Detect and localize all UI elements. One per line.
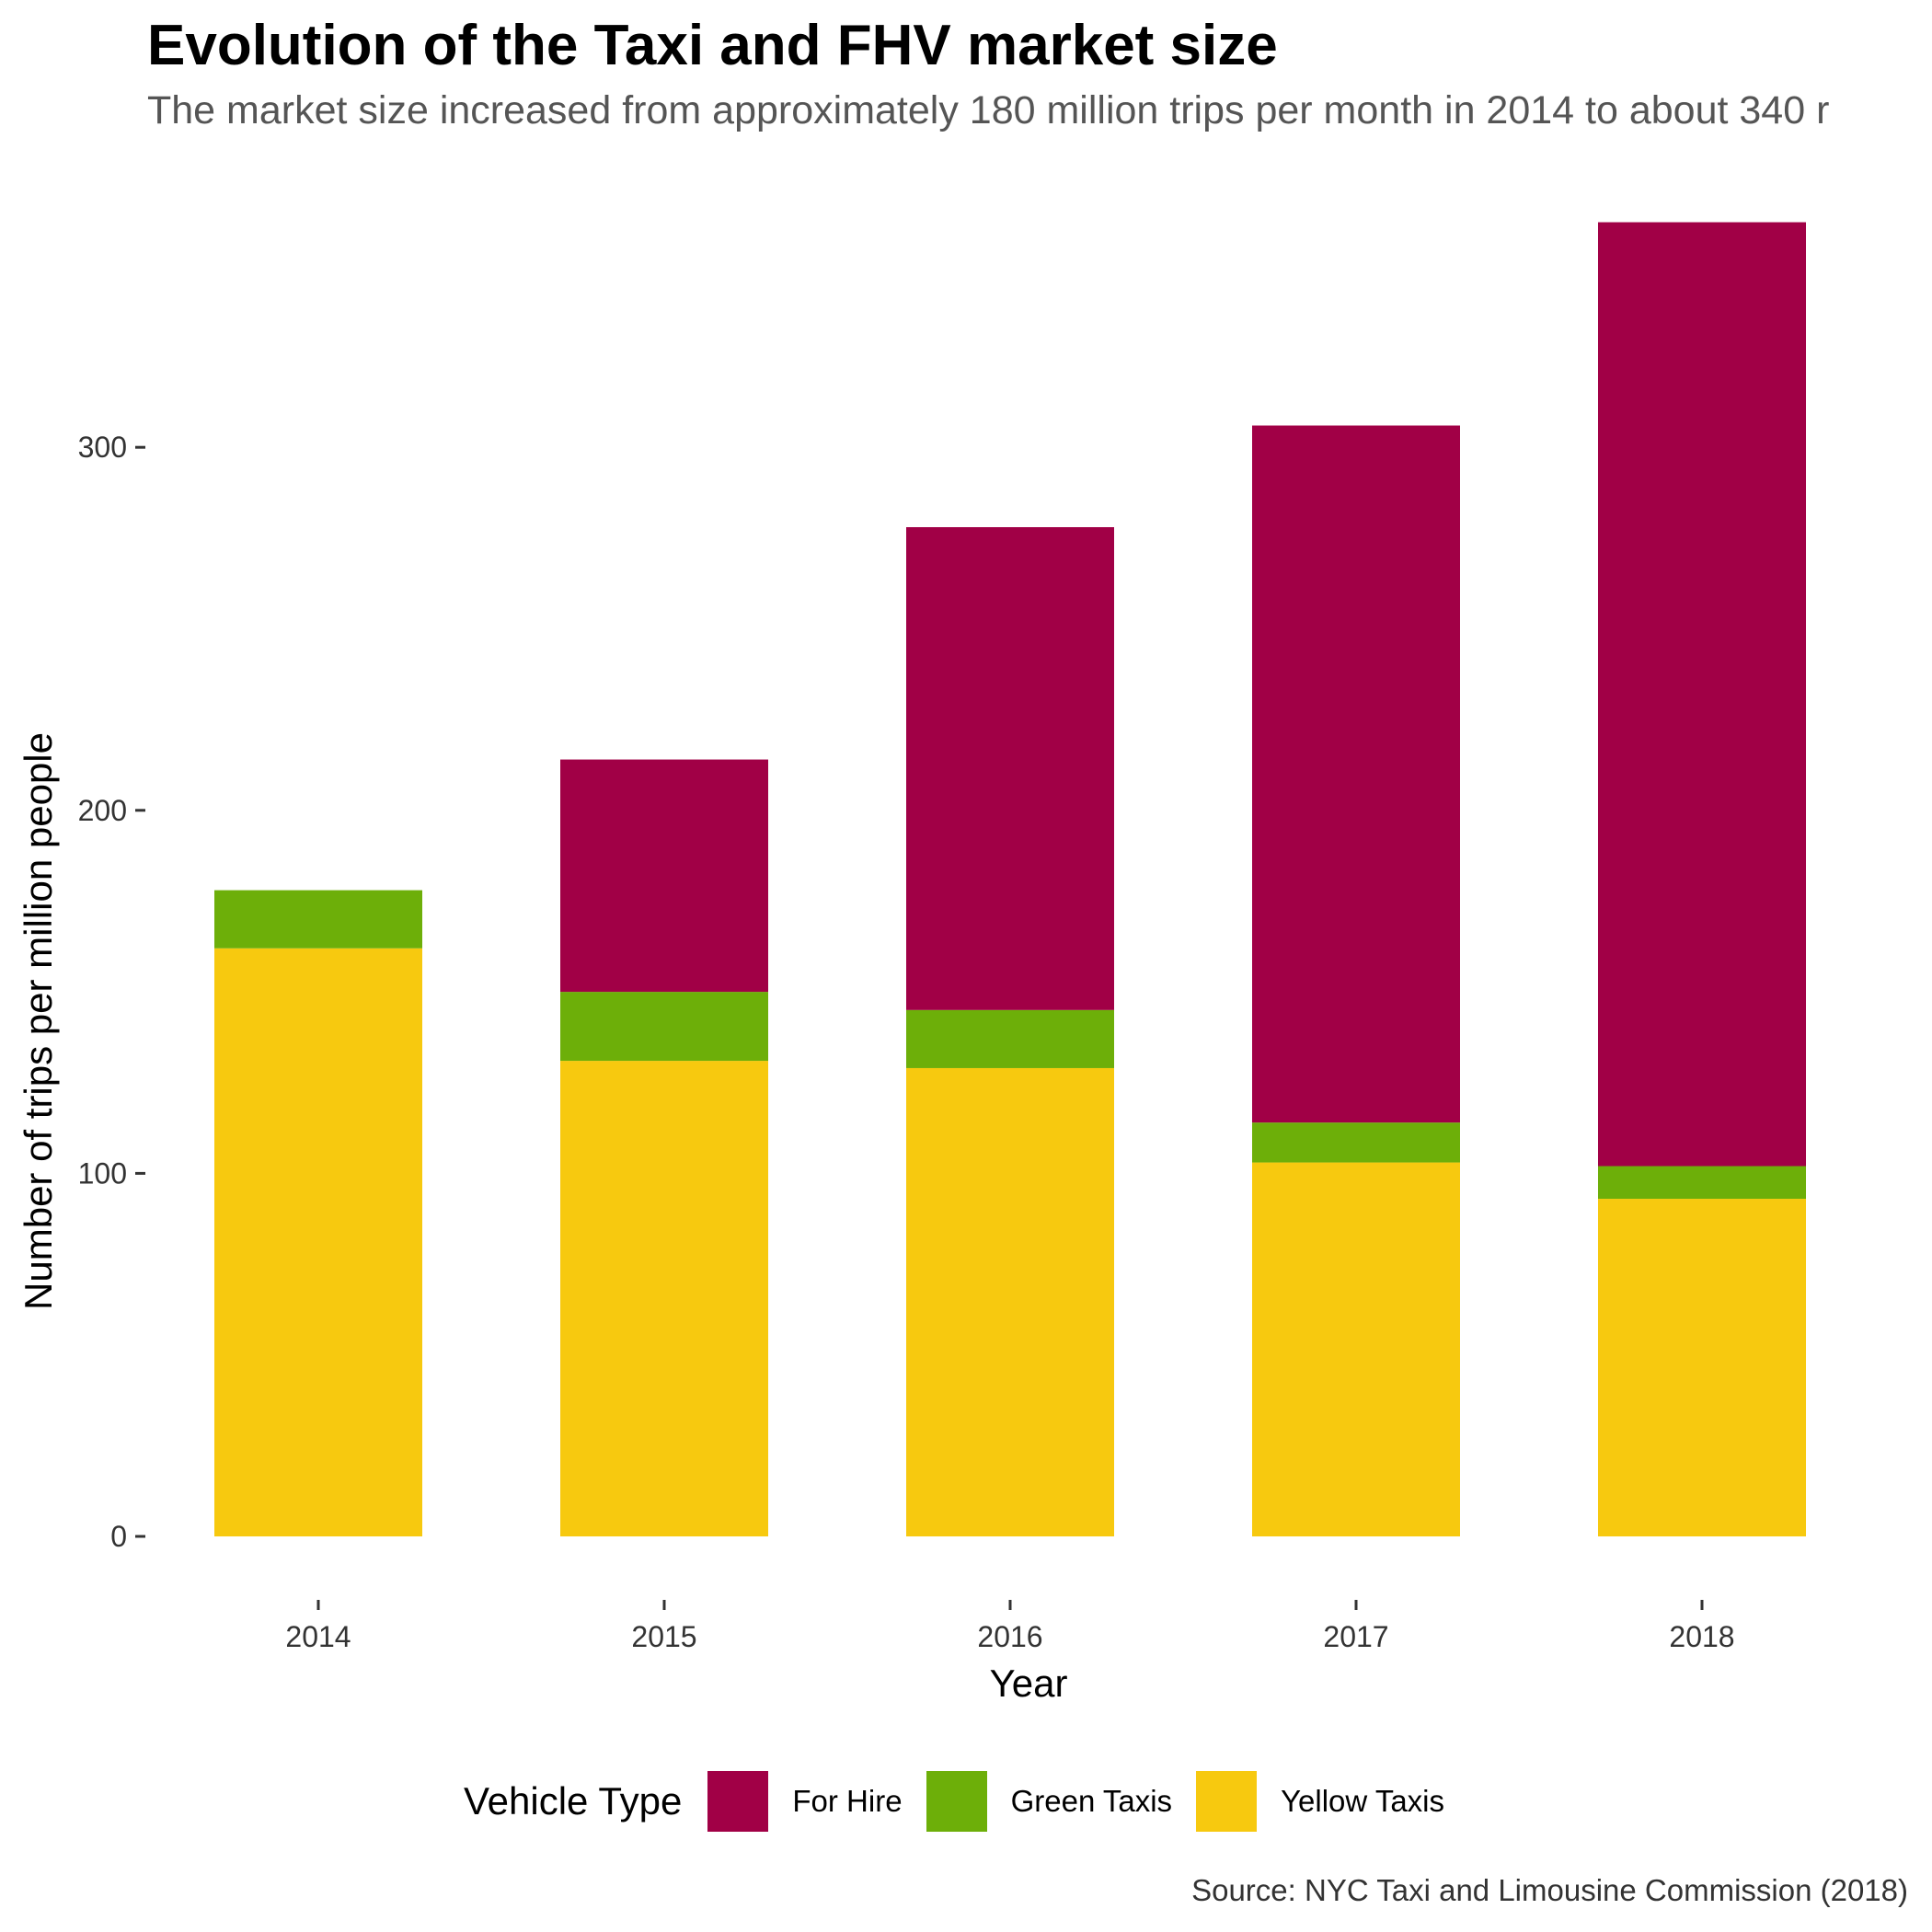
- legend-item-yellow-taxis: Yellow Taxis: [1196, 1771, 1444, 1832]
- x-tick-label: 2017: [1323, 1620, 1388, 1653]
- legend-swatch: [926, 1771, 987, 1832]
- y-axis: 0 100 200 300: [78, 431, 145, 1553]
- bar-segment-green-taxis-2018: [1598, 1166, 1806, 1200]
- x-axis-title: Year: [990, 1662, 1068, 1705]
- y-tick-label: 0: [110, 1520, 127, 1553]
- x-tick-label: 2018: [1669, 1620, 1734, 1653]
- legend-items: For Hire Green Taxis Yellow Taxis: [707, 1771, 1468, 1832]
- y-tick-label: 100: [78, 1156, 127, 1190]
- legend-label: Yellow Taxis: [1281, 1784, 1445, 1818]
- legend-swatch: [707, 1771, 769, 1832]
- x-tick-label: 2016: [977, 1620, 1042, 1653]
- bar-segment-green-taxis-2016: [906, 1009, 1114, 1068]
- y-tick-label: 300: [78, 431, 127, 464]
- bar-segment-for-hire-2016: [906, 527, 1114, 1010]
- x-tick-label: 2014: [285, 1620, 351, 1653]
- bar-segment-yellow-taxis-2017: [1252, 1162, 1460, 1536]
- chart-caption: Source: NYC Taxi and Limousine Commissio…: [1191, 1873, 1908, 1907]
- bar-segment-for-hire-2017: [1252, 425, 1460, 1123]
- bar-segment-yellow-taxis-2014: [214, 948, 422, 1536]
- bar-segment-yellow-taxis-2018: [1598, 1199, 1806, 1536]
- bar-segment-green-taxis-2014: [214, 890, 422, 949]
- bar-segment-green-taxis-2015: [560, 992, 768, 1062]
- legend-label: Green Taxis: [1010, 1784, 1173, 1818]
- bar-segment-for-hire-2015: [560, 759, 768, 993]
- legend-item-green-taxis: Green Taxis: [926, 1771, 1172, 1832]
- x-axis: 2014 2015 2016 2017 2018: [285, 1600, 1735, 1653]
- legend-swatch: [1196, 1771, 1258, 1832]
- x-tick-label: 2015: [631, 1620, 696, 1653]
- chart-subtitle: The market size increased from approxima…: [147, 88, 1830, 132]
- bars-layer: [214, 222, 1806, 1536]
- bar-segment-yellow-taxis-2016: [906, 1067, 1114, 1536]
- bar-segment-green-taxis-2017: [1252, 1122, 1460, 1163]
- legend-item-for-hire: For Hire: [707, 1771, 903, 1832]
- legend-title: Vehicle Type: [463, 1779, 683, 1823]
- bar-segment-yellow-taxis-2015: [560, 1061, 768, 1536]
- bar-segment-for-hire-2018: [1598, 222, 1806, 1167]
- y-tick-label: 200: [78, 794, 127, 827]
- y-axis-title: Number of trips per million people: [17, 732, 60, 1310]
- chart-title: Evolution of the Taxi and FHV market siz…: [147, 14, 1278, 77]
- legend-label: For Hire: [792, 1784, 903, 1818]
- legend: Vehicle Type For Hire Green Taxis Yellow T…: [0, 1770, 1932, 1833]
